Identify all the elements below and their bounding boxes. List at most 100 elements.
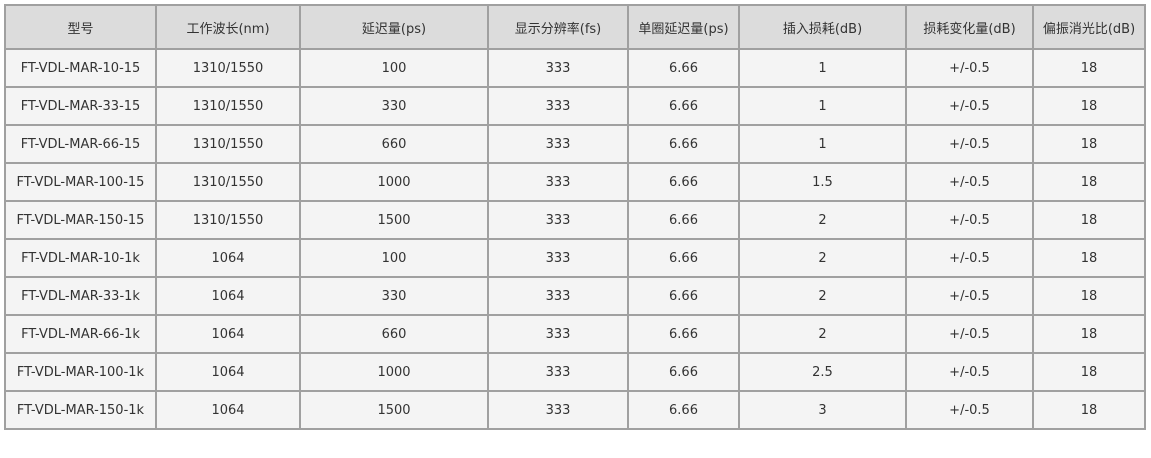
- table-cell: 18: [1032, 390, 1146, 430]
- table-row: FT-VDL-MAR-66-1k 1064 660 333 6.66 2 +/-0.5 18: [4, 314, 1146, 354]
- table-cell: 1310/1550: [155, 86, 301, 126]
- table-cell: +/-0.5: [905, 390, 1034, 430]
- table-cell: 1064: [155, 276, 301, 316]
- table-cell: 6.66: [627, 314, 740, 354]
- table-cell: 6.66: [627, 276, 740, 316]
- table-row: FT-VDL-MAR-10-1k 1064 100 333 6.66 2 +/-0.5 18: [4, 238, 1146, 278]
- table-cell: 6.66: [627, 162, 740, 202]
- table-cell: 1000: [299, 352, 489, 392]
- table-cell: 660: [299, 314, 489, 354]
- header-row: 型号 工作波长(nm) 延迟量(ps) 显示分辨率(fs) 单圈延迟量(ps) 插入损耗(…: [4, 4, 1146, 50]
- table-cell: 1064: [155, 352, 301, 392]
- table-cell: 100: [299, 48, 489, 88]
- table-cell: +/-0.5: [905, 238, 1034, 278]
- table-cell: 6.66: [627, 238, 740, 278]
- table-cell: 333: [487, 162, 629, 202]
- table-cell: 1310/1550: [155, 124, 301, 164]
- table-cell: +/-0.5: [905, 162, 1034, 202]
- table-cell: 18: [1032, 200, 1146, 240]
- table-cell: +/-0.5: [905, 200, 1034, 240]
- header-cell: 插入损耗(dB): [738, 4, 907, 50]
- table-cell: FT-VDL-MAR-66-15: [4, 124, 157, 164]
- table-cell: 1064: [155, 314, 301, 354]
- table-row: FT-VDL-MAR-150-1k 1064 1500 333 6.66 3 +/-0.5 1…: [4, 390, 1146, 430]
- table-cell: 1500: [299, 390, 489, 430]
- table-cell: 1.5: [738, 162, 907, 202]
- table-cell: 1310/1550: [155, 48, 301, 88]
- table-cell: 1064: [155, 238, 301, 278]
- table-cell: 6.66: [627, 48, 740, 88]
- table-cell: 18: [1032, 314, 1146, 354]
- header-cell: 单圈延迟量(ps): [627, 4, 740, 50]
- table-cell: 2: [738, 276, 907, 316]
- table-cell: 1000: [299, 162, 489, 202]
- table-cell: 330: [299, 86, 489, 126]
- table-cell: 1500: [299, 200, 489, 240]
- table-cell: FT-VDL-MAR-66-1k: [4, 314, 157, 354]
- table-cell: 330: [299, 276, 489, 316]
- table-cell: 333: [487, 390, 629, 430]
- spec-table: 型号 工作波长(nm) 延迟量(ps) 显示分辨率(fs) 单圈延迟量(ps) 插入损耗(…: [4, 4, 1146, 430]
- table-cell: 3: [738, 390, 907, 430]
- table-row: FT-VDL-MAR-33-1k 1064 330 333 6.66 2 +/-0.5 18: [4, 276, 1146, 316]
- table-cell: 6.66: [627, 200, 740, 240]
- table-row: FT-VDL-MAR-33-15 1310/1550 330 333 6.66 1 +/-0…: [4, 86, 1146, 126]
- table-cell: 100: [299, 238, 489, 278]
- table-cell: 1310/1550: [155, 200, 301, 240]
- table-cell: 333: [487, 48, 629, 88]
- table-cell: 333: [487, 200, 629, 240]
- table-cell: 2.5: [738, 352, 907, 392]
- table-cell: 333: [487, 238, 629, 278]
- table-cell: FT-VDL-MAR-100-1k: [4, 352, 157, 392]
- header-cell: 型号: [4, 4, 157, 50]
- table-cell: FT-VDL-MAR-33-15: [4, 86, 157, 126]
- header-cell: 偏振消光比(dB): [1032, 4, 1146, 50]
- table-cell: 6.66: [627, 86, 740, 126]
- header-cell: 显示分辨率(fs): [487, 4, 629, 50]
- header-cell: 损耗变化量(dB): [905, 4, 1034, 50]
- table-row: FT-VDL-MAR-10-15 1310/1550 100 333 6.66 1 +/-0…: [4, 48, 1146, 88]
- table-cell: FT-VDL-MAR-150-15: [4, 200, 157, 240]
- table-cell: 2: [738, 200, 907, 240]
- table-cell: 1: [738, 48, 907, 88]
- table-cell: 6.66: [627, 124, 740, 164]
- table-cell: 333: [487, 276, 629, 316]
- table-cell: FT-VDL-MAR-150-1k: [4, 390, 157, 430]
- table-cell: 1064: [155, 390, 301, 430]
- table-cell: 1: [738, 86, 907, 126]
- table-cell: 18: [1032, 86, 1146, 126]
- header-cell: 工作波长(nm): [155, 4, 301, 50]
- table-cell: 6.66: [627, 390, 740, 430]
- table-cell: 333: [487, 86, 629, 126]
- table-cell: +/-0.5: [905, 86, 1034, 126]
- table-cell: 2: [738, 238, 907, 278]
- table-cell: +/-0.5: [905, 124, 1034, 164]
- table-row: FT-VDL-MAR-100-1k 1064 1000 333 6.66 2.5 +/-0.…: [4, 352, 1146, 392]
- table-cell: 660: [299, 124, 489, 164]
- table-cell: FT-VDL-MAR-10-1k: [4, 238, 157, 278]
- table-row: FT-VDL-MAR-150-15 1310/1550 1500 333 6.66 2 +/…: [4, 200, 1146, 240]
- header-cell: 延迟量(ps): [299, 4, 489, 50]
- table-cell: FT-VDL-MAR-10-15: [4, 48, 157, 88]
- table-cell: +/-0.5: [905, 48, 1034, 88]
- table-row: FT-VDL-MAR-66-15 1310/1550 660 333 6.66 1 +/-0…: [4, 124, 1146, 164]
- table-cell: 18: [1032, 162, 1146, 202]
- table-cell: +/-0.5: [905, 314, 1034, 354]
- table-cell: 1310/1550: [155, 162, 301, 202]
- table-cell: +/-0.5: [905, 352, 1034, 392]
- table-cell: 333: [487, 124, 629, 164]
- table-cell: 2: [738, 314, 907, 354]
- table-body: FT-VDL-MAR-10-15 1310/1550 100 333 6.66 1 +/-0…: [4, 48, 1146, 430]
- table-cell: FT-VDL-MAR-33-1k: [4, 276, 157, 316]
- table-cell: 18: [1032, 48, 1146, 88]
- table-cell: +/-0.5: [905, 276, 1034, 316]
- table-cell: 333: [487, 352, 629, 392]
- table-cell: 333: [487, 314, 629, 354]
- table-cell: 18: [1032, 238, 1146, 278]
- table-cell: 18: [1032, 124, 1146, 164]
- table-row: FT-VDL-MAR-100-15 1310/1550 1000 333 6.66 1.5…: [4, 162, 1146, 202]
- table-cell: FT-VDL-MAR-100-15: [4, 162, 157, 202]
- table-cell: 18: [1032, 352, 1146, 392]
- table-cell: 18: [1032, 276, 1146, 316]
